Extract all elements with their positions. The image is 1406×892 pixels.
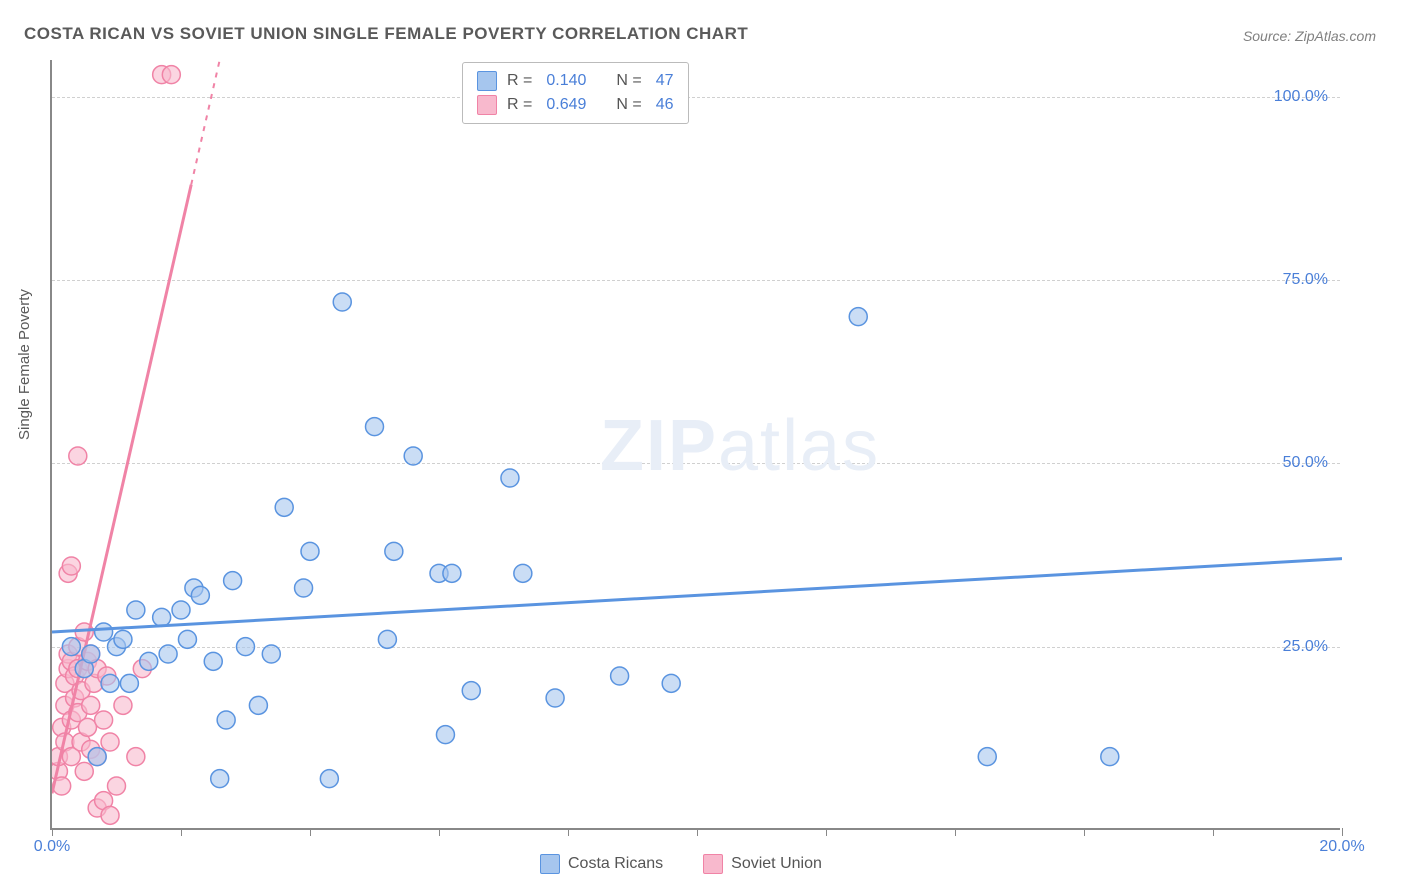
- chart-title: COSTA RICAN VS SOVIET UNION SINGLE FEMAL…: [24, 24, 748, 44]
- data-point: [501, 469, 519, 487]
- data-point: [159, 645, 177, 663]
- data-point: [127, 748, 145, 766]
- legend-item-soviet: Soviet Union: [703, 854, 822, 874]
- data-point: [849, 308, 867, 326]
- data-point: [95, 623, 113, 641]
- legend-item-costa-rican: Costa Ricans: [540, 854, 663, 874]
- data-point: [82, 645, 100, 663]
- data-point: [88, 748, 106, 766]
- data-point: [153, 608, 171, 626]
- data-point: [462, 682, 480, 700]
- y-axis-title: Single Female Poverty: [16, 289, 33, 440]
- data-point: [224, 572, 242, 590]
- data-point: [69, 447, 87, 465]
- data-point: [366, 418, 384, 436]
- data-point: [662, 674, 680, 692]
- data-point: [404, 447, 422, 465]
- data-point: [978, 748, 996, 766]
- legend-swatch-costa-rican-b: [540, 854, 560, 874]
- data-point: [127, 601, 145, 619]
- data-point: [249, 696, 267, 714]
- r-value-soviet: 0.649: [546, 96, 586, 114]
- correlation-legend: R = 0.140 N = 47 R = 0.649 N = 46: [462, 62, 689, 124]
- x-tick-label: 0.0%: [34, 838, 70, 856]
- data-point: [101, 733, 119, 751]
- n-value-soviet: 46: [656, 96, 674, 114]
- data-point: [320, 770, 338, 788]
- data-point: [385, 542, 403, 560]
- legend-swatch-soviet: [477, 95, 497, 115]
- data-point: [114, 630, 132, 648]
- data-point: [140, 652, 158, 670]
- x-tick: [1342, 828, 1343, 836]
- data-point: [75, 762, 93, 780]
- data-point: [436, 726, 454, 744]
- legend-label-soviet: Soviet Union: [731, 855, 822, 873]
- data-point: [62, 638, 80, 656]
- legend-label-costa-rican: Costa Ricans: [568, 855, 663, 873]
- data-point: [611, 667, 629, 685]
- data-point: [95, 711, 113, 729]
- r-value-costa-rican: 0.140: [546, 72, 586, 90]
- data-point: [101, 806, 119, 824]
- data-point: [237, 638, 255, 656]
- plot-area: 25.0%50.0%75.0%100.0%0.0%20.0%: [50, 60, 1340, 830]
- data-point: [514, 564, 532, 582]
- n-label: N =: [616, 72, 641, 90]
- legend-swatch-costa-rican: [477, 71, 497, 91]
- legend-row-soviet: R = 0.649 N = 46: [477, 93, 674, 117]
- data-point: [172, 601, 190, 619]
- data-point: [62, 557, 80, 575]
- n-label: N =: [616, 96, 641, 114]
- data-point: [114, 696, 132, 714]
- data-point: [204, 652, 222, 670]
- source-attribution: Source: ZipAtlas.com: [1243, 28, 1376, 44]
- r-label: R =: [507, 96, 532, 114]
- data-point: [108, 777, 126, 795]
- data-point: [120, 674, 138, 692]
- data-point: [275, 498, 293, 516]
- x-tick-label: 20.0%: [1319, 838, 1364, 856]
- scatter-svg: [52, 60, 1342, 830]
- legend-swatch-soviet-b: [703, 854, 723, 874]
- data-point: [295, 579, 313, 597]
- data-point: [162, 66, 180, 84]
- data-point: [443, 564, 461, 582]
- n-value-costa-rican: 47: [656, 72, 674, 90]
- data-point: [211, 770, 229, 788]
- data-point: [178, 630, 196, 648]
- series-legend: Costa Ricans Soviet Union: [540, 854, 822, 874]
- r-label: R =: [507, 72, 532, 90]
- data-point: [217, 711, 235, 729]
- data-point: [301, 542, 319, 560]
- trend-line-dashed: [191, 60, 220, 185]
- data-point: [546, 689, 564, 707]
- legend-row-costa-rican: R = 0.140 N = 47: [477, 69, 674, 93]
- data-point: [333, 293, 351, 311]
- data-point: [1101, 748, 1119, 766]
- data-point: [262, 645, 280, 663]
- data-point: [82, 696, 100, 714]
- data-point: [78, 718, 96, 736]
- data-point: [101, 674, 119, 692]
- trend-line: [52, 559, 1342, 632]
- data-point: [378, 630, 396, 648]
- data-point: [191, 586, 209, 604]
